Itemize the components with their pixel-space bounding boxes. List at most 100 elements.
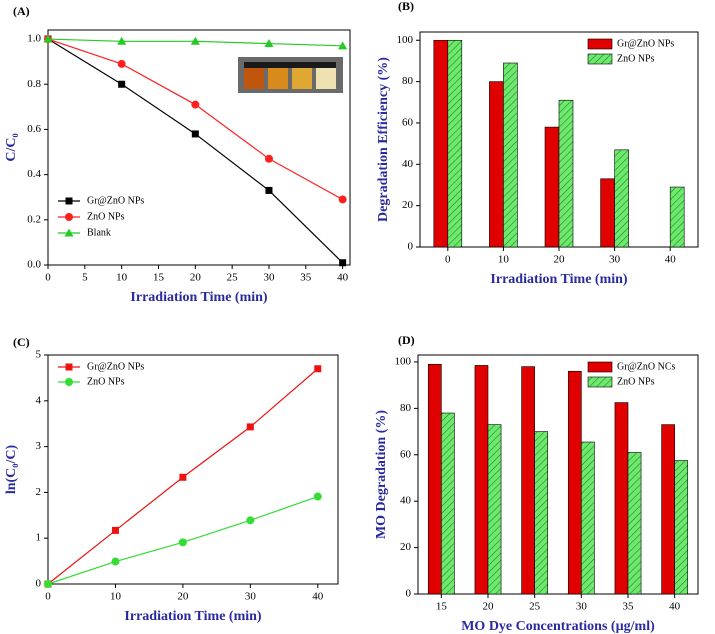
y-axis-label: Degradation Efficiency (%) [376, 57, 391, 222]
y-tick-label: 0 [36, 578, 42, 590]
x-axis-label: Irradiation Time (min) [490, 272, 627, 287]
legend-swatch [587, 53, 613, 65]
y-tick-label: 80 [400, 402, 412, 414]
y-tick-label: 40 [400, 495, 412, 507]
marker [264, 39, 274, 48]
marker [190, 36, 200, 45]
legend-label: Gr@ZnO NCs [617, 361, 675, 372]
y-tick-label: 60 [402, 116, 414, 128]
bar [544, 126, 560, 248]
legend-marker [65, 213, 73, 221]
marker [111, 557, 120, 566]
bar [433, 39, 449, 248]
x-tick-label: 25 [227, 272, 239, 284]
bar [614, 149, 629, 248]
x-tick-label: 35 [300, 272, 312, 284]
bar [614, 402, 629, 595]
y-axis-label: C/C₀ [4, 133, 19, 161]
x-tick-label: 15 [153, 272, 165, 284]
x-tick-label: 10 [110, 591, 122, 603]
legend-label: ZnO NPs [617, 376, 655, 387]
bar [534, 431, 549, 595]
y-tick-label: 5 [36, 349, 42, 361]
x-tick-label: 5 [82, 272, 88, 284]
x-tick-label: 40 [665, 254, 677, 266]
x-tick-label: 0 [45, 591, 51, 603]
marker [191, 100, 200, 109]
x-tick-label: 20 [483, 601, 495, 613]
y-tick-label: 0.4 [27, 168, 41, 180]
x-tick-label: 25 [529, 601, 541, 613]
y-tick-label: 2 [36, 486, 42, 498]
bar [661, 424, 675, 595]
bar [487, 424, 502, 595]
plot-frame [417, 354, 699, 595]
marker [338, 41, 348, 50]
legend-label: Gr@ZnO NPs [87, 361, 144, 372]
legend-swatch [587, 376, 613, 388]
y-tick-label: 40 [402, 158, 414, 170]
marker [338, 195, 347, 204]
y-tick-label: 0.0 [27, 259, 41, 271]
marker [246, 516, 255, 525]
x-tick-label: 40 [312, 591, 324, 603]
x-tick-label: 30 [263, 272, 275, 284]
y-tick-label: 60 [400, 448, 412, 460]
x-tick-label: 20 [554, 254, 566, 266]
marker [246, 423, 254, 431]
y-tick-label: 0 [406, 588, 412, 600]
marker [117, 36, 127, 45]
x-tick-label: 15 [436, 601, 448, 613]
legend-label: Blank [87, 227, 111, 238]
bar [489, 81, 504, 248]
panel-title: (B) [398, 0, 414, 13]
x-tick-label: 20 [177, 591, 189, 603]
legend-label: ZnO NPs [87, 211, 125, 222]
bar [441, 412, 455, 595]
marker [314, 365, 322, 373]
inset-photo [238, 57, 343, 93]
y-tick-label: 80 [402, 75, 414, 87]
x-tick-label: 10 [498, 254, 510, 266]
marker [313, 492, 322, 501]
y-tick-label: 100 [397, 34, 414, 46]
x-axis-label: Irradiation Time (min) [124, 609, 261, 624]
x-tick-label: 40 [337, 272, 349, 284]
y-tick-label: 3 [36, 440, 42, 452]
y-tick-label: 1.0 [27, 33, 41, 45]
panel-title: (A) [13, 4, 30, 18]
marker [264, 154, 273, 163]
bar [474, 365, 489, 595]
marker [178, 538, 187, 547]
x-tick-label: 10 [116, 272, 128, 284]
bar [669, 186, 685, 248]
bar [558, 99, 574, 248]
bar [567, 370, 582, 595]
legend-label: ZnO NPs [87, 376, 125, 387]
y-axis-label: ln(C₀/C) [4, 445, 19, 495]
bar [600, 178, 615, 248]
marker [118, 80, 126, 88]
marker [179, 473, 187, 481]
x-tick-label: 30 [576, 601, 588, 613]
x-axis-label: MO Dye Concentrations (µg/ml) [461, 619, 655, 634]
x-axis-label: Irradiation Time (min) [130, 290, 267, 305]
legend-marker [64, 228, 74, 237]
bar [674, 460, 689, 595]
legend-marker [65, 197, 73, 205]
y-tick-label: 20 [400, 541, 412, 553]
marker [191, 130, 199, 138]
marker [44, 580, 52, 588]
marker [339, 259, 347, 267]
y-tick-label: 20 [402, 199, 414, 211]
x-tick-label: 30 [609, 254, 621, 266]
legend-label: Gr@ZnO NPs [87, 195, 144, 206]
marker [111, 526, 119, 534]
bar [581, 441, 595, 595]
bar [447, 39, 463, 248]
legend-swatch [587, 38, 613, 50]
legend-marker [65, 378, 73, 386]
x-tick-label: 35 [623, 601, 635, 613]
plot-frame [47, 29, 351, 266]
